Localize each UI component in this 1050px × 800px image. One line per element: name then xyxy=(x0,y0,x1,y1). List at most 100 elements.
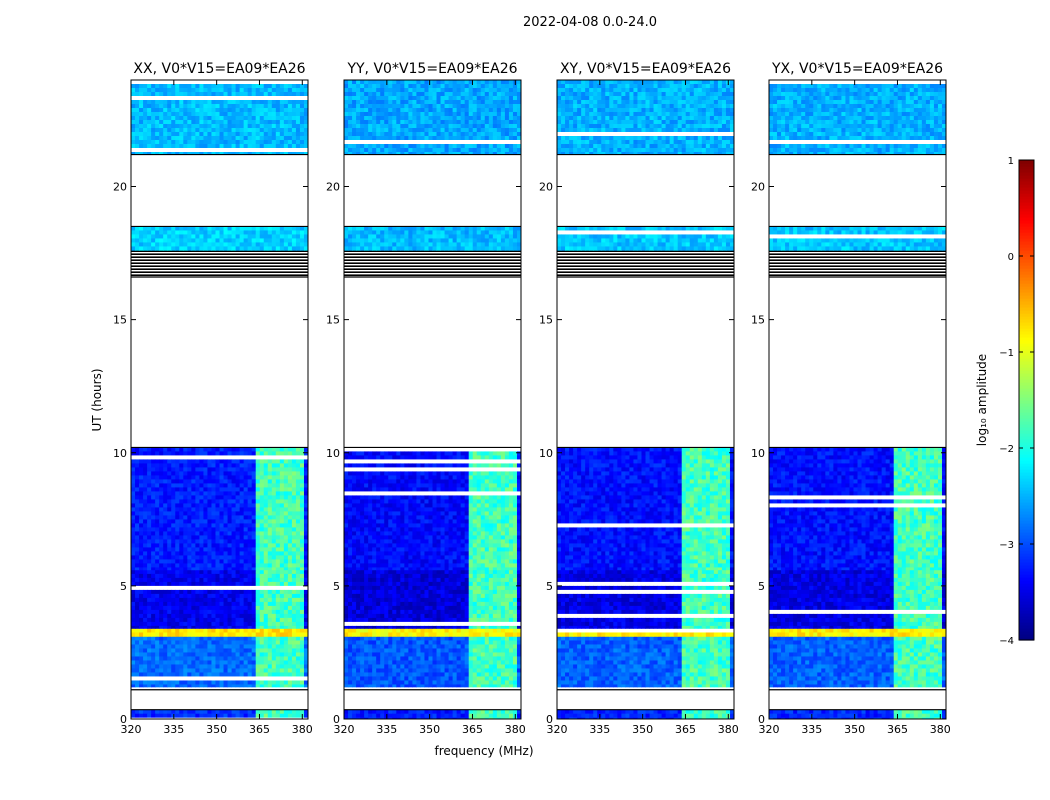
heatmap-cell xyxy=(504,640,510,645)
heatmap-cell xyxy=(131,617,136,623)
heatmap-cell xyxy=(303,491,309,496)
heatmap-cell xyxy=(135,593,140,599)
heatmap-cell xyxy=(259,644,265,649)
heatmap-cell xyxy=(259,487,265,492)
heatmap-cell xyxy=(444,713,450,718)
heatmap-cell xyxy=(480,589,486,595)
flag-line xyxy=(131,268,308,270)
heatmap-cell xyxy=(147,563,152,568)
heatmap-cell xyxy=(303,503,309,508)
heatmap-cell xyxy=(275,555,281,560)
heatmap-cell xyxy=(356,581,361,587)
heatmap-cell xyxy=(448,636,454,641)
heatmap-cell xyxy=(299,601,305,607)
heatmap-cell xyxy=(191,597,196,603)
heatmap-cell xyxy=(287,100,293,105)
heatmap-cell xyxy=(460,644,466,649)
heatmap-cell xyxy=(251,636,257,641)
heatmap-cell xyxy=(267,597,273,603)
heatmap-cell xyxy=(243,589,249,595)
heatmap-cell xyxy=(227,88,233,93)
heatmap-cell xyxy=(151,451,156,456)
heatmap-cell xyxy=(448,717,454,720)
heatmap-cell xyxy=(167,495,172,500)
heatmap-cell xyxy=(271,555,277,560)
heatmap-cell xyxy=(508,644,514,649)
heatmap-cell xyxy=(203,648,208,653)
heatmap-cell xyxy=(151,621,156,627)
heatmap-cell xyxy=(484,644,490,649)
heatmap-cell xyxy=(239,660,245,665)
heatmap-cell xyxy=(251,668,257,673)
heatmap-cell xyxy=(275,132,281,137)
heatmap-cell xyxy=(259,491,265,496)
heatmap-cell xyxy=(175,563,180,568)
heatmap-cell xyxy=(484,672,490,677)
heatmap-cell xyxy=(287,491,293,496)
heatmap-cell xyxy=(488,660,494,665)
heatmap-cell xyxy=(287,559,293,564)
heatmap-cell xyxy=(267,543,273,548)
heatmap-cell xyxy=(275,527,281,532)
heatmap-cell xyxy=(211,140,216,145)
heatmap-cell xyxy=(211,628,216,633)
heatmap-cell xyxy=(484,640,490,645)
heatmap-cell xyxy=(167,523,172,528)
heatmap-cell xyxy=(219,230,225,235)
heatmap-cell xyxy=(512,664,518,669)
heatmap-cell xyxy=(135,515,140,520)
heatmap-cell xyxy=(183,515,188,520)
heatmap-cell xyxy=(163,230,168,235)
heatmap-cell xyxy=(484,709,490,714)
heatmap-cell xyxy=(139,100,144,105)
heatmap-cell xyxy=(436,660,442,665)
heatmap-cell xyxy=(259,617,265,623)
heatmap-cell xyxy=(163,467,168,472)
heatmap-cell xyxy=(263,656,269,661)
heatmap-cell xyxy=(171,527,176,532)
heatmap-cell xyxy=(227,483,233,488)
heatmap-cell xyxy=(195,543,200,548)
heatmap-cell xyxy=(476,664,482,669)
heatmap-cell xyxy=(251,463,257,468)
heatmap-cell xyxy=(267,539,273,544)
heatmap-cell xyxy=(512,672,518,677)
heatmap-cell xyxy=(303,593,309,599)
heatmap-cell xyxy=(187,567,192,571)
heatmap-cell xyxy=(247,664,253,669)
heatmap-cell xyxy=(267,487,273,492)
heatmap-cell xyxy=(456,713,462,718)
heatmap-cell xyxy=(468,713,474,718)
heatmap-cell xyxy=(239,632,245,637)
heatmap-cell xyxy=(295,136,301,141)
heatmap-cell xyxy=(476,628,482,633)
heatmap-cell xyxy=(219,451,225,456)
heatmap-cell xyxy=(283,527,289,532)
heatmap-cell xyxy=(400,577,405,583)
heatmap-cell xyxy=(215,503,220,508)
heatmap-cell xyxy=(187,709,192,714)
heatmap-cell xyxy=(424,652,429,657)
heatmap-cell xyxy=(247,479,253,484)
heatmap-cell xyxy=(344,652,349,657)
heatmap-cell xyxy=(444,640,450,645)
heatmap-cell xyxy=(271,613,277,619)
heatmap-cell xyxy=(364,652,369,657)
heatmap-cell xyxy=(295,108,301,113)
heatmap-cell xyxy=(227,531,233,536)
heatmap-cell xyxy=(428,628,433,633)
heatmap-cell xyxy=(183,491,188,496)
heatmap-cell xyxy=(199,499,204,504)
heatmap-cell xyxy=(432,577,438,583)
heatmap-cell xyxy=(215,495,220,500)
heatmap-cell xyxy=(239,567,245,571)
heatmap-cell xyxy=(135,108,140,113)
heatmap-cell xyxy=(131,242,136,247)
heatmap-cell xyxy=(271,581,277,587)
heatmap-cell xyxy=(460,601,466,607)
heatmap-cell xyxy=(131,527,136,532)
heatmap-cell xyxy=(279,680,285,685)
heatmap-cell xyxy=(203,108,208,113)
heatmap-cell xyxy=(299,636,305,641)
heatmap-cell xyxy=(420,668,425,673)
